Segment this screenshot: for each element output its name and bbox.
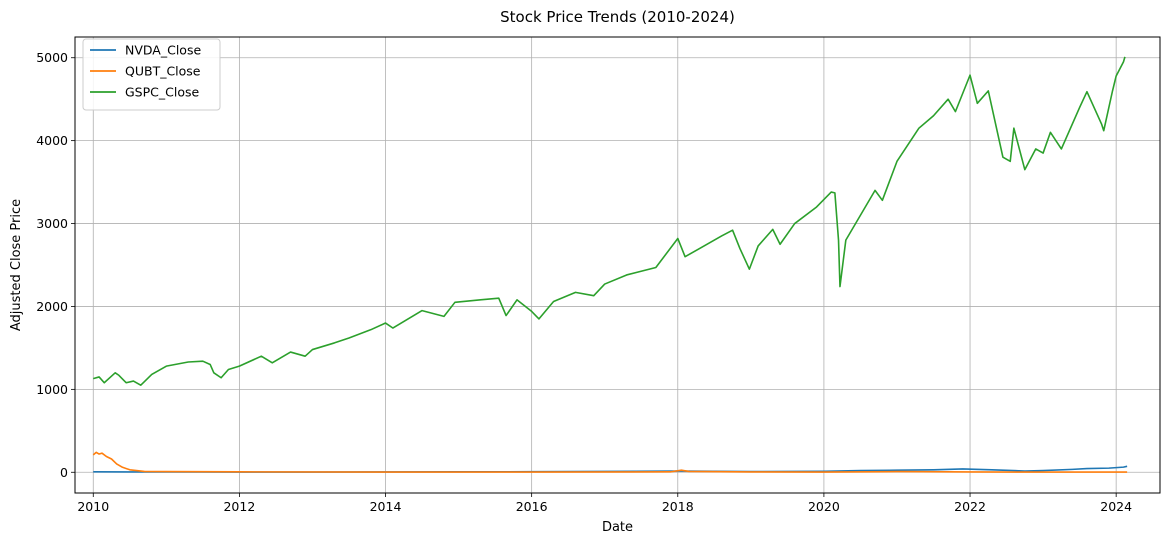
x-tick-label: 2018 [662,499,694,514]
x-axis-ticks: 2010 2012 2014 2016 2018 2020 2022 2024 [77,493,1132,514]
x-tick-label: 2010 [77,499,109,514]
legend-box [82,38,221,111]
x-tick-label: 2024 [1100,499,1132,514]
series-line-qubt-close [92,451,1128,473]
legend-label: GSPC_Close [125,85,199,100]
y-tick-label: 2000 [36,299,68,314]
y-axis-ticks: 0 1000 2000 3000 4000 5000 [36,50,75,480]
legend: NVDA_Close QUBT_Close GSPC_Close [82,38,221,111]
legend-label: QUBT_Close [125,64,201,79]
legend-label: NVDA_Close [125,43,201,58]
x-tick-label: 2020 [808,499,840,514]
y-tick-label: 5000 [36,50,68,65]
y-tick-label: 4000 [36,133,68,148]
plot-area-frame [74,36,1161,494]
x-axis-label: Date [602,520,633,535]
series-lines [92,56,1128,473]
x-tick-label: 2022 [954,499,986,514]
y-tick-label: 0 [60,465,68,480]
x-tick-label: 2012 [223,499,255,514]
x-tick-label: 2014 [370,499,402,514]
y-tick-label: 1000 [36,382,68,397]
x-tick-label: 2016 [516,499,548,514]
y-tick-label: 3000 [36,216,68,231]
series-line-gspc-close [93,56,1126,387]
y-axis-label: Adjusted Close Price [9,199,24,331]
chart-title: Stock Price Trends (2010-2024) [500,8,735,26]
